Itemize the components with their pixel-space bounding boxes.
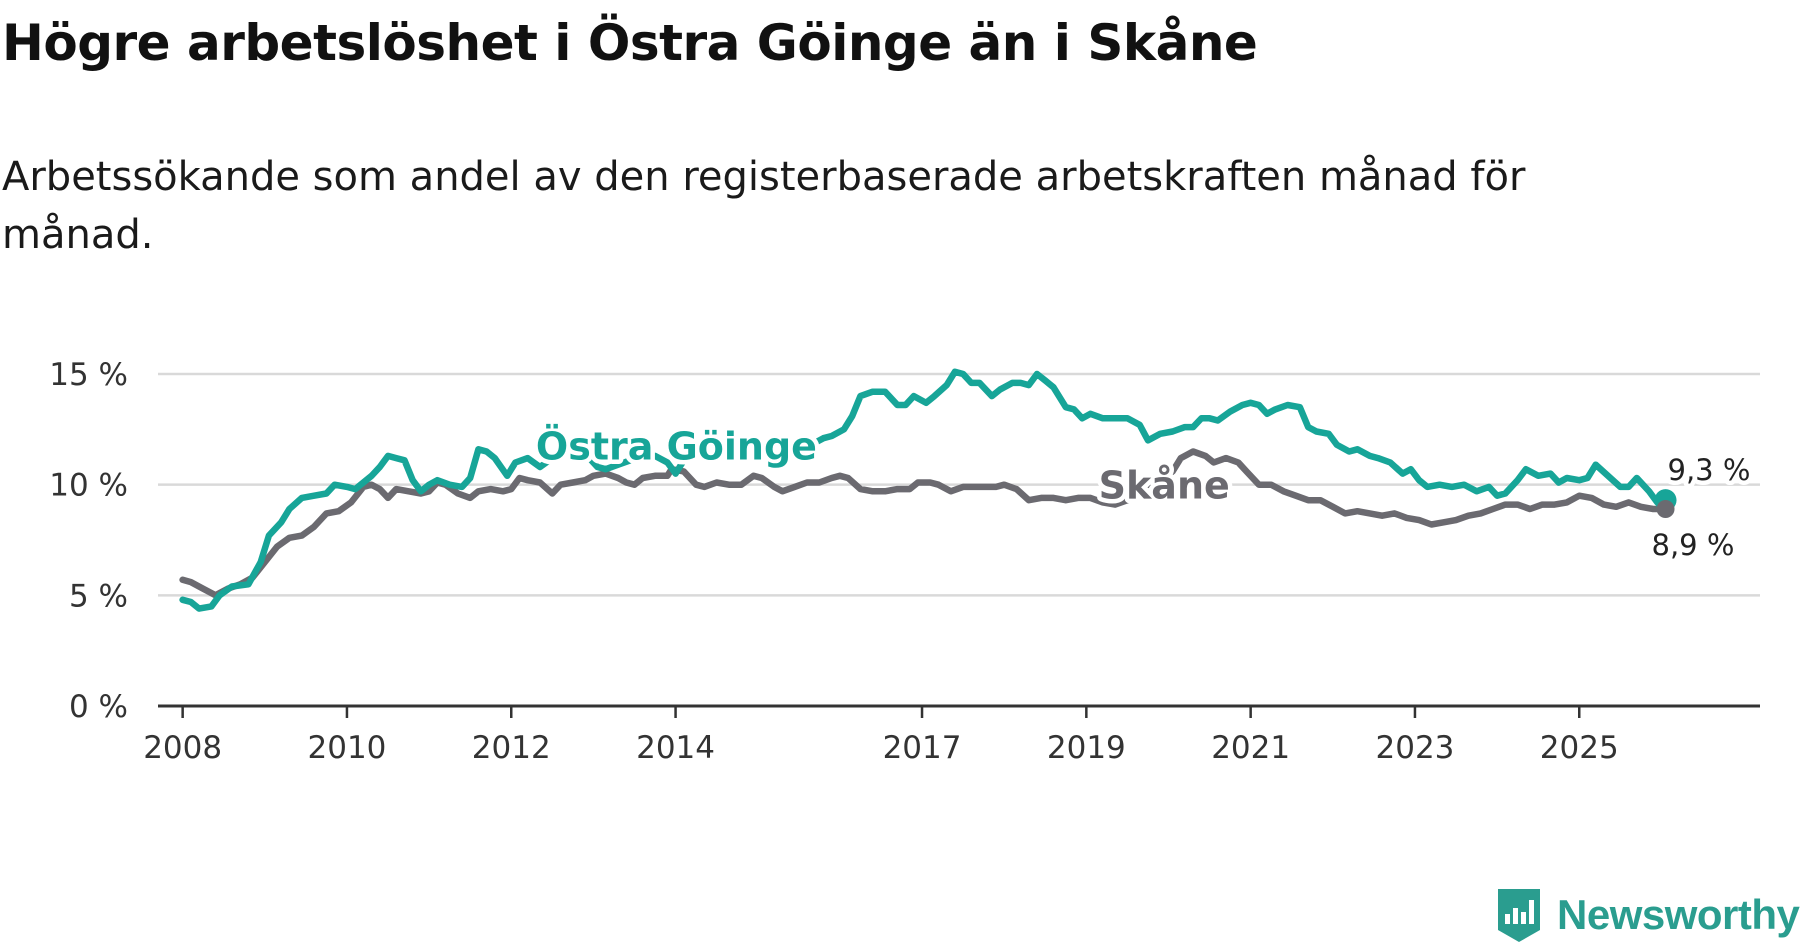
newsworthy-logo-icon: [1498, 889, 1540, 942]
series-line-skane: [179, 448, 1669, 599]
series-label-ostra-goinge: Östra Göinge: [536, 425, 817, 469]
x-tick-label: 2019: [1047, 730, 1126, 766]
end-label-skane: 8,9 %: [1652, 528, 1735, 562]
brand-name: Newsworthy: [1557, 891, 1800, 938]
chart-title: Högre arbetslöshet i Östra Göinge än i S…: [2, 14, 1258, 72]
y-axis-ticks: 0 % 5 % 10 % 15 %: [49, 357, 128, 725]
y-tick-label: 15 %: [49, 357, 128, 393]
x-tick-label: 2012: [472, 730, 551, 766]
series-line-ostra-goinge: [179, 368, 1669, 612]
end-marker-skane: [1656, 500, 1675, 519]
x-tick-label: 2017: [883, 730, 962, 766]
series-labels: Östra Göinge Skåne 9,3 % 8,9 %: [531, 420, 1755, 566]
x-tick-label: 2021: [1211, 730, 1290, 766]
x-tick-label: 2023: [1376, 730, 1455, 766]
x-axis-ticks: 2008 2010 2012 2014 2017 2019 2021 2023 2025: [143, 706, 1619, 766]
series-label-skane: Skåne: [1099, 464, 1230, 508]
y-tick-label: 10 %: [49, 468, 128, 504]
y-tick-label: 0 %: [69, 689, 128, 725]
brand-logo: Newsworthy: [1495, 880, 1800, 950]
x-tick-label: 2025: [1540, 730, 1619, 766]
chart-subtitle: Arbetssökande som andel av den registerb…: [2, 154, 1526, 258]
series-lines: [179, 368, 1677, 612]
y-tick-label: 5 %: [69, 578, 128, 614]
end-label-ostra-goinge: 9,3 %: [1668, 453, 1751, 487]
gridlines: [158, 372, 1760, 708]
x-tick-label: 2010: [308, 730, 387, 766]
x-tick-label: 2014: [636, 730, 715, 766]
x-tick-label: 2008: [143, 730, 222, 766]
